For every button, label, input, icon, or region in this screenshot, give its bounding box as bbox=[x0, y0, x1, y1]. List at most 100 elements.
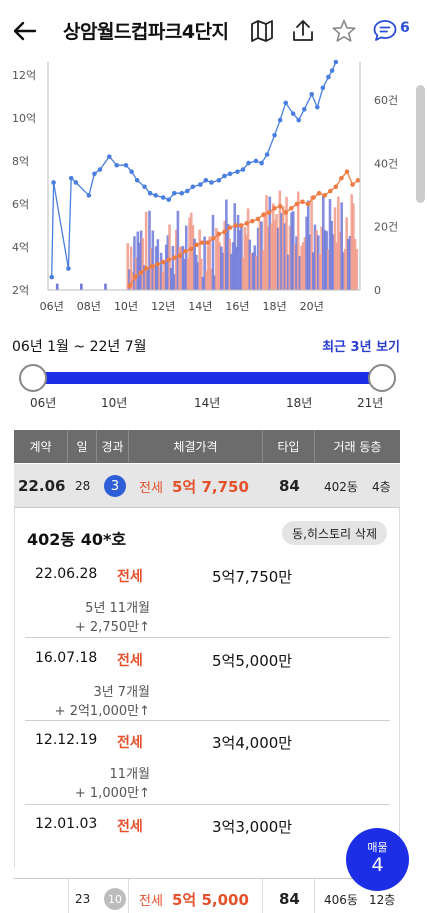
jeonse-price-point bbox=[277, 203, 283, 209]
volume-bar bbox=[255, 256, 258, 290]
recent-3-years-link[interactable]: 최근 3년 보기 bbox=[322, 340, 400, 355]
sale-price-point bbox=[329, 68, 335, 73]
volume-bar bbox=[290, 212, 293, 290]
sale-price-point bbox=[203, 178, 209, 183]
col-day[interactable]: 일 bbox=[68, 430, 97, 463]
range-slider-start-handle[interactable] bbox=[19, 364, 47, 392]
volume-bar bbox=[347, 239, 350, 290]
contract-day: 28 bbox=[75, 479, 91, 493]
volume-bar bbox=[325, 231, 328, 290]
volume-bar bbox=[169, 267, 173, 290]
volume-bar bbox=[221, 252, 225, 290]
price-chart[interactable]: 12억 10억 8억 6억 4억 2억 60건 40건 20건 0 06년 08년 10년 12년 14년 1… bbox=[0, 58, 427, 320]
sale-price-point bbox=[171, 190, 177, 196]
volume-bar bbox=[194, 254, 198, 290]
volume-bar bbox=[146, 268, 150, 290]
col-divider bbox=[68, 879, 69, 913]
history-type: 전세 bbox=[117, 735, 143, 751]
delete-history-button[interactable]: 동,히스토리 삭제 bbox=[282, 521, 387, 545]
dong: 402동 bbox=[324, 479, 358, 494]
volume-bar bbox=[215, 228, 218, 290]
volume-bar bbox=[191, 225, 195, 290]
jeonse-price-point bbox=[194, 242, 199, 248]
volume-bar bbox=[208, 236, 211, 290]
jeonse-price-point bbox=[233, 223, 238, 228]
table-row[interactable]: 23 10 전세 5억 5,000 84 406동 12층 bbox=[14, 878, 400, 913]
scrollbar-thumb[interactable] bbox=[416, 85, 425, 203]
volume-bar bbox=[318, 254, 322, 290]
volume-bar bbox=[129, 246, 133, 290]
volume-bar bbox=[332, 234, 335, 290]
sale-price-line bbox=[51, 61, 337, 278]
jeonse-price-point bbox=[216, 231, 222, 237]
volume-bar bbox=[308, 234, 312, 290]
fab-count: 4 bbox=[371, 854, 384, 876]
volume-bar bbox=[174, 229, 178, 290]
range-slider-track[interactable] bbox=[33, 372, 382, 384]
back-arrow-icon[interactable] bbox=[10, 16, 40, 46]
volume-bar bbox=[342, 252, 345, 290]
listings-fab-button[interactable]: 매물 4 bbox=[346, 828, 409, 891]
volume-bar bbox=[238, 230, 242, 290]
jeonse-price-point bbox=[222, 229, 227, 235]
volume-bar bbox=[243, 226, 247, 290]
history-type: 전세 bbox=[117, 819, 143, 835]
star-icon[interactable] bbox=[331, 18, 357, 44]
sale-price-point bbox=[296, 117, 302, 123]
volume-bar bbox=[327, 249, 330, 290]
count-badge[interactable]: 3 bbox=[104, 464, 126, 508]
jeonse-price-point bbox=[227, 225, 233, 230]
jeonse-price-point bbox=[166, 257, 172, 263]
jeonse-price-point bbox=[155, 261, 160, 267]
jeonse-price-point bbox=[177, 253, 183, 258]
jeonse-price-point bbox=[255, 216, 261, 222]
col-type[interactable]: 타입 bbox=[263, 430, 315, 463]
share-icon[interactable] bbox=[290, 18, 316, 44]
col-dong-floor[interactable]: 거래 동층 bbox=[333, 440, 382, 454]
sale-price-point bbox=[314, 104, 320, 110]
trade-type: 전세 bbox=[139, 480, 163, 496]
volume-bar bbox=[305, 216, 308, 290]
divider bbox=[25, 804, 390, 805]
unit-title: 402동 40*호 bbox=[27, 530, 127, 549]
jeonse-price-point bbox=[339, 175, 344, 181]
jeonse-price-point bbox=[311, 195, 316, 200]
history-date: 16.07.18 bbox=[35, 650, 98, 666]
volume-bar bbox=[301, 242, 305, 290]
volume-bar bbox=[322, 195, 325, 290]
volume-bar bbox=[184, 225, 188, 290]
volume-bar bbox=[128, 269, 131, 290]
sale-price-point bbox=[259, 160, 264, 166]
volume-bar bbox=[306, 200, 310, 290]
col-contract[interactable]: 계약 bbox=[14, 430, 68, 463]
volume-bar bbox=[355, 249, 359, 290]
slider-tick: 18년 bbox=[286, 396, 313, 410]
sale-price-point bbox=[129, 169, 134, 174]
jeonse-price-point bbox=[261, 212, 266, 218]
history-gap-period: 11개월 bbox=[109, 767, 150, 782]
volume-bar bbox=[278, 190, 282, 290]
history-gap-period: 5년 11개월 bbox=[85, 601, 150, 616]
volume-bar bbox=[163, 260, 166, 290]
jeonse-price-point bbox=[160, 259, 166, 265]
range-slider-end-handle[interactable] bbox=[368, 364, 396, 392]
volume-bar bbox=[298, 255, 302, 290]
jeonse-price-point bbox=[355, 178, 361, 183]
chat-icon[interactable] bbox=[372, 18, 398, 44]
volume-bar bbox=[348, 235, 352, 290]
volume-bar bbox=[248, 239, 252, 290]
table-row-selected[interactable]: 22.06 28 3 전세 5억 7,750 84 402동 4층 bbox=[14, 464, 400, 508]
volume-bar bbox=[126, 243, 130, 290]
col-price[interactable]: 체결가격 bbox=[129, 430, 263, 463]
history-date: 22.06.28 bbox=[35, 566, 98, 582]
volume-bar bbox=[338, 231, 342, 290]
sale-price-point bbox=[290, 111, 296, 116]
sale-price-point bbox=[246, 160, 251, 166]
sale-price-point bbox=[227, 171, 233, 177]
history-gap-amount: + 2,750만↑ bbox=[74, 620, 150, 635]
map-icon[interactable] bbox=[249, 18, 275, 44]
floor: 12층 bbox=[369, 892, 396, 907]
volume-bar bbox=[258, 220, 262, 290]
count-badge[interactable]: 10 bbox=[104, 879, 126, 913]
col-elapsed[interactable]: 경과 bbox=[97, 430, 129, 463]
